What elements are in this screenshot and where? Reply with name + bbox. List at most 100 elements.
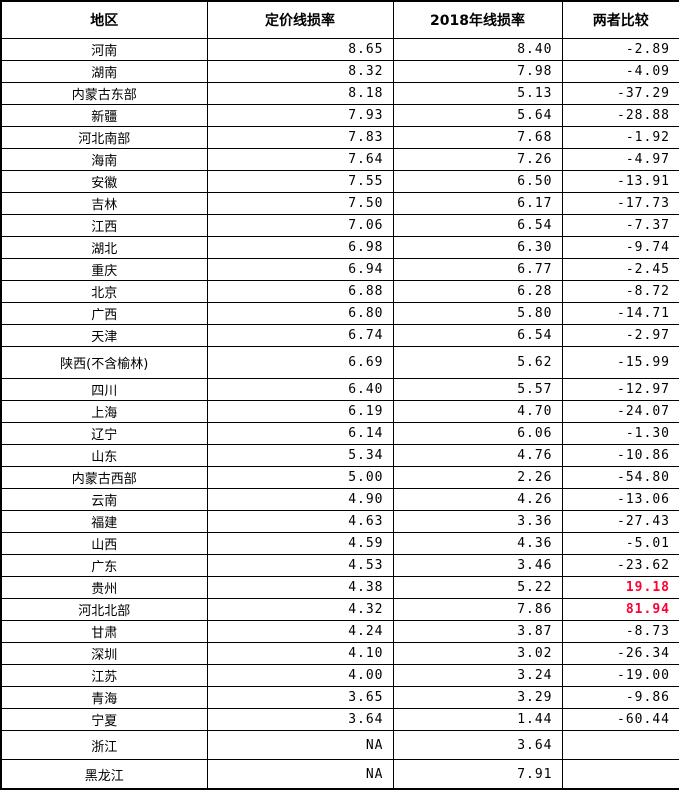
region-cell: 甘肃 xyxy=(0,620,208,643)
comparison-cell: -1.92 xyxy=(561,126,679,149)
comparison-cell: -27.43 xyxy=(561,510,679,533)
table-row: 内蒙古西部 5.00 2.26 -54.80 xyxy=(0,466,679,489)
pricing-loss-rate-cell: 3.64 xyxy=(206,708,394,731)
table-row: 青海 3.65 3.29 -9.86 xyxy=(0,686,679,709)
pricing-loss-rate-cell: 5.34 xyxy=(206,444,394,467)
comparison-cell: -13.06 xyxy=(561,488,679,511)
comparison-cell: -1.30 xyxy=(561,422,679,445)
loss-rate-2018-cell: 3.87 xyxy=(392,620,563,643)
pricing-loss-rate-cell: 6.88 xyxy=(206,280,394,303)
table-row: 河南 8.65 8.40 -2.89 xyxy=(0,38,679,61)
region-cell: 宁夏 xyxy=(0,708,208,731)
loss-rate-2018-cell: 5.80 xyxy=(392,302,563,325)
loss-rate-2018-cell: 5.13 xyxy=(392,82,563,105)
loss-rate-2018-cell: 7.86 xyxy=(392,598,563,621)
table-row: 浙江 NA 3.64 xyxy=(0,730,679,760)
pricing-loss-rate-cell: 4.24 xyxy=(206,620,394,643)
comparison-cell: -8.73 xyxy=(561,620,679,643)
table-row: 新疆 7.93 5.64 -28.88 xyxy=(0,104,679,127)
region-cell: 上海 xyxy=(0,400,208,423)
region-cell: 广西 xyxy=(0,302,208,325)
comparison-cell: -37.29 xyxy=(561,82,679,105)
comparison-cell: -2.45 xyxy=(561,258,679,281)
pricing-loss-rate-cell: 6.80 xyxy=(206,302,394,325)
table-row: 北京 6.88 6.28 -8.72 xyxy=(0,280,679,303)
column-header-region: 地区 xyxy=(0,0,208,39)
column-header-2018-loss-rate: 2018年线损率 xyxy=(392,0,563,39)
region-cell: 四川 xyxy=(0,378,208,401)
pricing-loss-rate-cell: NA xyxy=(206,730,394,760)
region-cell: 广东 xyxy=(0,554,208,577)
loss-rate-2018-cell: 3.29 xyxy=(392,686,563,709)
region-cell: 云南 xyxy=(0,488,208,511)
pricing-loss-rate-cell: 6.69 xyxy=(206,346,394,379)
region-cell: 山东 xyxy=(0,444,208,467)
region-cell: 内蒙古东部 xyxy=(0,82,208,105)
table-row: 陕西(不含榆林) 6.69 5.62 -15.99 xyxy=(0,346,679,379)
comparison-cell: -13.91 xyxy=(561,170,679,193)
region-cell: 新疆 xyxy=(0,104,208,127)
loss-rate-2018-cell: 2.26 xyxy=(392,466,563,489)
loss-rate-2018-cell: 7.98 xyxy=(392,60,563,83)
region-cell: 江苏 xyxy=(0,664,208,687)
pricing-loss-rate-cell: 7.93 xyxy=(206,104,394,127)
pricing-loss-rate-cell: 6.19 xyxy=(206,400,394,423)
comparison-cell: -9.86 xyxy=(561,686,679,709)
loss-rate-2018-cell: 5.64 xyxy=(392,104,563,127)
pricing-loss-rate-cell: 6.14 xyxy=(206,422,394,445)
pricing-loss-rate-cell: 7.64 xyxy=(206,148,394,171)
loss-rate-2018-cell: 5.22 xyxy=(392,576,563,599)
pricing-loss-rate-cell: 6.94 xyxy=(206,258,394,281)
table-row: 甘肃 4.24 3.87 -8.73 xyxy=(0,620,679,643)
loss-rate-2018-cell: 6.54 xyxy=(392,214,563,237)
pricing-loss-rate-cell: 4.63 xyxy=(206,510,394,533)
comparison-cell: -28.88 xyxy=(561,104,679,127)
loss-rate-2018-cell: 6.30 xyxy=(392,236,563,259)
pricing-loss-rate-cell: 7.06 xyxy=(206,214,394,237)
loss-rate-2018-cell: 7.91 xyxy=(392,759,563,790)
table-row: 湖北 6.98 6.30 -9.74 xyxy=(0,236,679,259)
comparison-cell: -26.34 xyxy=(561,642,679,665)
table-row: 山东 5.34 4.76 -10.86 xyxy=(0,444,679,467)
region-cell: 黑龙江 xyxy=(0,759,208,790)
loss-rate-2018-cell: 7.68 xyxy=(392,126,563,149)
loss-rate-2018-cell: 3.24 xyxy=(392,664,563,687)
table-row: 贵州 4.38 5.22 19.18 xyxy=(0,576,679,599)
comparison-cell: 81.94 xyxy=(561,598,679,621)
comparison-cell: -23.62 xyxy=(561,554,679,577)
loss-rate-2018-cell: 3.02 xyxy=(392,642,563,665)
comparison-cell: -54.80 xyxy=(561,466,679,489)
loss-rate-2018-cell: 1.44 xyxy=(392,708,563,731)
region-cell: 海南 xyxy=(0,148,208,171)
comparison-cell: -17.73 xyxy=(561,192,679,215)
table-header: 地区 定价线损率 2018年线损率 两者比较 xyxy=(0,0,679,39)
loss-rate-2018-cell: 6.54 xyxy=(392,324,563,347)
column-header-comparison: 两者比较 xyxy=(561,0,679,39)
table-row: 广东 4.53 3.46 -23.62 xyxy=(0,554,679,577)
comparison-cell: -5.01 xyxy=(561,532,679,555)
comparison-cell: -7.37 xyxy=(561,214,679,237)
table-row: 云南 4.90 4.26 -13.06 xyxy=(0,488,679,511)
pricing-loss-rate-cell: 4.00 xyxy=(206,664,394,687)
region-cell: 湖南 xyxy=(0,60,208,83)
loss-rate-2018-cell: 6.77 xyxy=(392,258,563,281)
table-row: 吉林 7.50 6.17 -17.73 xyxy=(0,192,679,215)
comparison-cell: -15.99 xyxy=(561,346,679,379)
pricing-loss-rate-cell: 7.83 xyxy=(206,126,394,149)
comparison-cell: 19.18 xyxy=(561,576,679,599)
loss-rate-2018-cell: 6.28 xyxy=(392,280,563,303)
region-cell: 河南 xyxy=(0,38,208,61)
column-header-pricing-loss-rate: 定价线损率 xyxy=(206,0,394,39)
comparison-cell: -4.09 xyxy=(561,60,679,83)
region-cell: 青海 xyxy=(0,686,208,709)
pricing-loss-rate-cell: 4.38 xyxy=(206,576,394,599)
pricing-loss-rate-cell: 3.65 xyxy=(206,686,394,709)
region-cell: 北京 xyxy=(0,280,208,303)
loss-rate-2018-cell: 6.50 xyxy=(392,170,563,193)
region-cell: 福建 xyxy=(0,510,208,533)
table-row: 广西 6.80 5.80 -14.71 xyxy=(0,302,679,325)
loss-rate-2018-cell: 3.64 xyxy=(392,730,563,760)
region-cell: 深圳 xyxy=(0,642,208,665)
loss-rate-2018-cell: 6.06 xyxy=(392,422,563,445)
